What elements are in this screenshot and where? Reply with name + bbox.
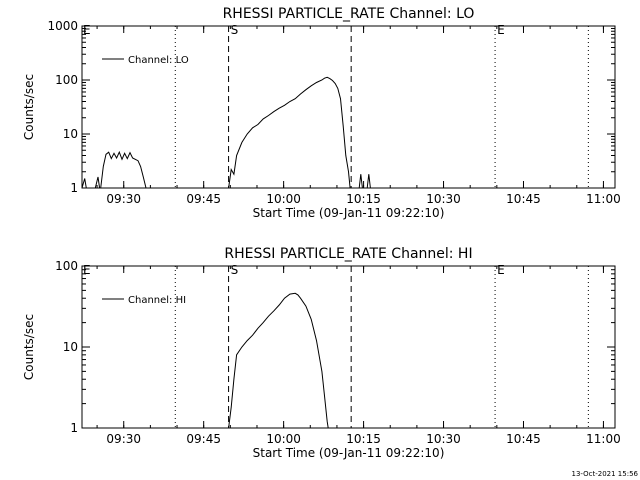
corner-marker-label: E	[83, 23, 91, 37]
x-tick-label: 10:15	[346, 432, 381, 446]
x-tick-label: 10:00	[266, 192, 301, 206]
x-axis-label: Start Time (09-Jan-11 09:22:10)	[253, 206, 445, 220]
series-line-segment	[100, 150, 147, 189]
generation-timestamp: 13-Oct-2021 15:56	[572, 470, 639, 478]
event-marker-label: S	[231, 263, 239, 277]
corner-marker-label: E	[83, 263, 91, 277]
x-tick-label: 09:45	[186, 432, 221, 446]
series-line-segment	[228, 292, 329, 429]
x-tick-label: 10:30	[426, 432, 461, 446]
x-tick-label: 10:00	[266, 432, 301, 446]
event-marker-label: E	[497, 23, 505, 37]
x-axis-label: Start Time (09-Jan-11 09:22:10)	[253, 446, 445, 460]
y-tick-label: 1	[70, 181, 78, 195]
y-tick-label: 100	[55, 259, 78, 273]
y-tick-label: 100	[55, 73, 78, 87]
y-tick-label: 10	[63, 340, 78, 354]
x-tick-label: 10:45	[506, 432, 541, 446]
y-axis-label: Counts/sec	[22, 314, 36, 380]
x-tick-label: 11:00	[586, 192, 621, 206]
x-tick-label: 09:30	[106, 432, 141, 446]
x-tick-label: 10:30	[426, 192, 461, 206]
event-marker-label: S	[231, 23, 239, 37]
x-tick-label: 11:00	[586, 432, 621, 446]
plot-frame	[81, 265, 616, 429]
event-marker-label: E	[497, 263, 505, 277]
plot-frame	[81, 25, 616, 189]
x-tick-label: 10:15	[346, 192, 381, 206]
legend-entry: Channel: HI	[128, 295, 186, 306]
series-line-segment	[358, 174, 363, 189]
series-line-segment	[81, 178, 87, 189]
y-tick-label: 1	[70, 421, 78, 435]
series-line-segment	[366, 174, 371, 189]
legend-entry: Channel: LO	[128, 55, 189, 66]
hi-channel-panel: RHESSI PARTICLE_RATE Channel: HI Start Ti…	[22, 246, 621, 460]
chart-title: RHESSI PARTICLE_RATE Channel: LO	[223, 6, 475, 22]
y-tick-label: 10	[63, 127, 78, 141]
series-line-segment	[94, 176, 101, 189]
x-tick-label: 10:45	[506, 192, 541, 206]
lo-channel-panel: RHESSI PARTICLE_RATE Channel: LO Start Ti…	[22, 6, 621, 220]
x-tick-label: 09:30	[106, 192, 141, 206]
x-tick-label: 09:45	[186, 192, 221, 206]
y-axis-label: Counts/sec	[22, 74, 36, 140]
series-line-segment	[228, 76, 351, 189]
y-tick-label: 1000	[47, 19, 78, 33]
chart-title: RHESSI PARTICLE_RATE Channel: HI	[224, 246, 472, 262]
